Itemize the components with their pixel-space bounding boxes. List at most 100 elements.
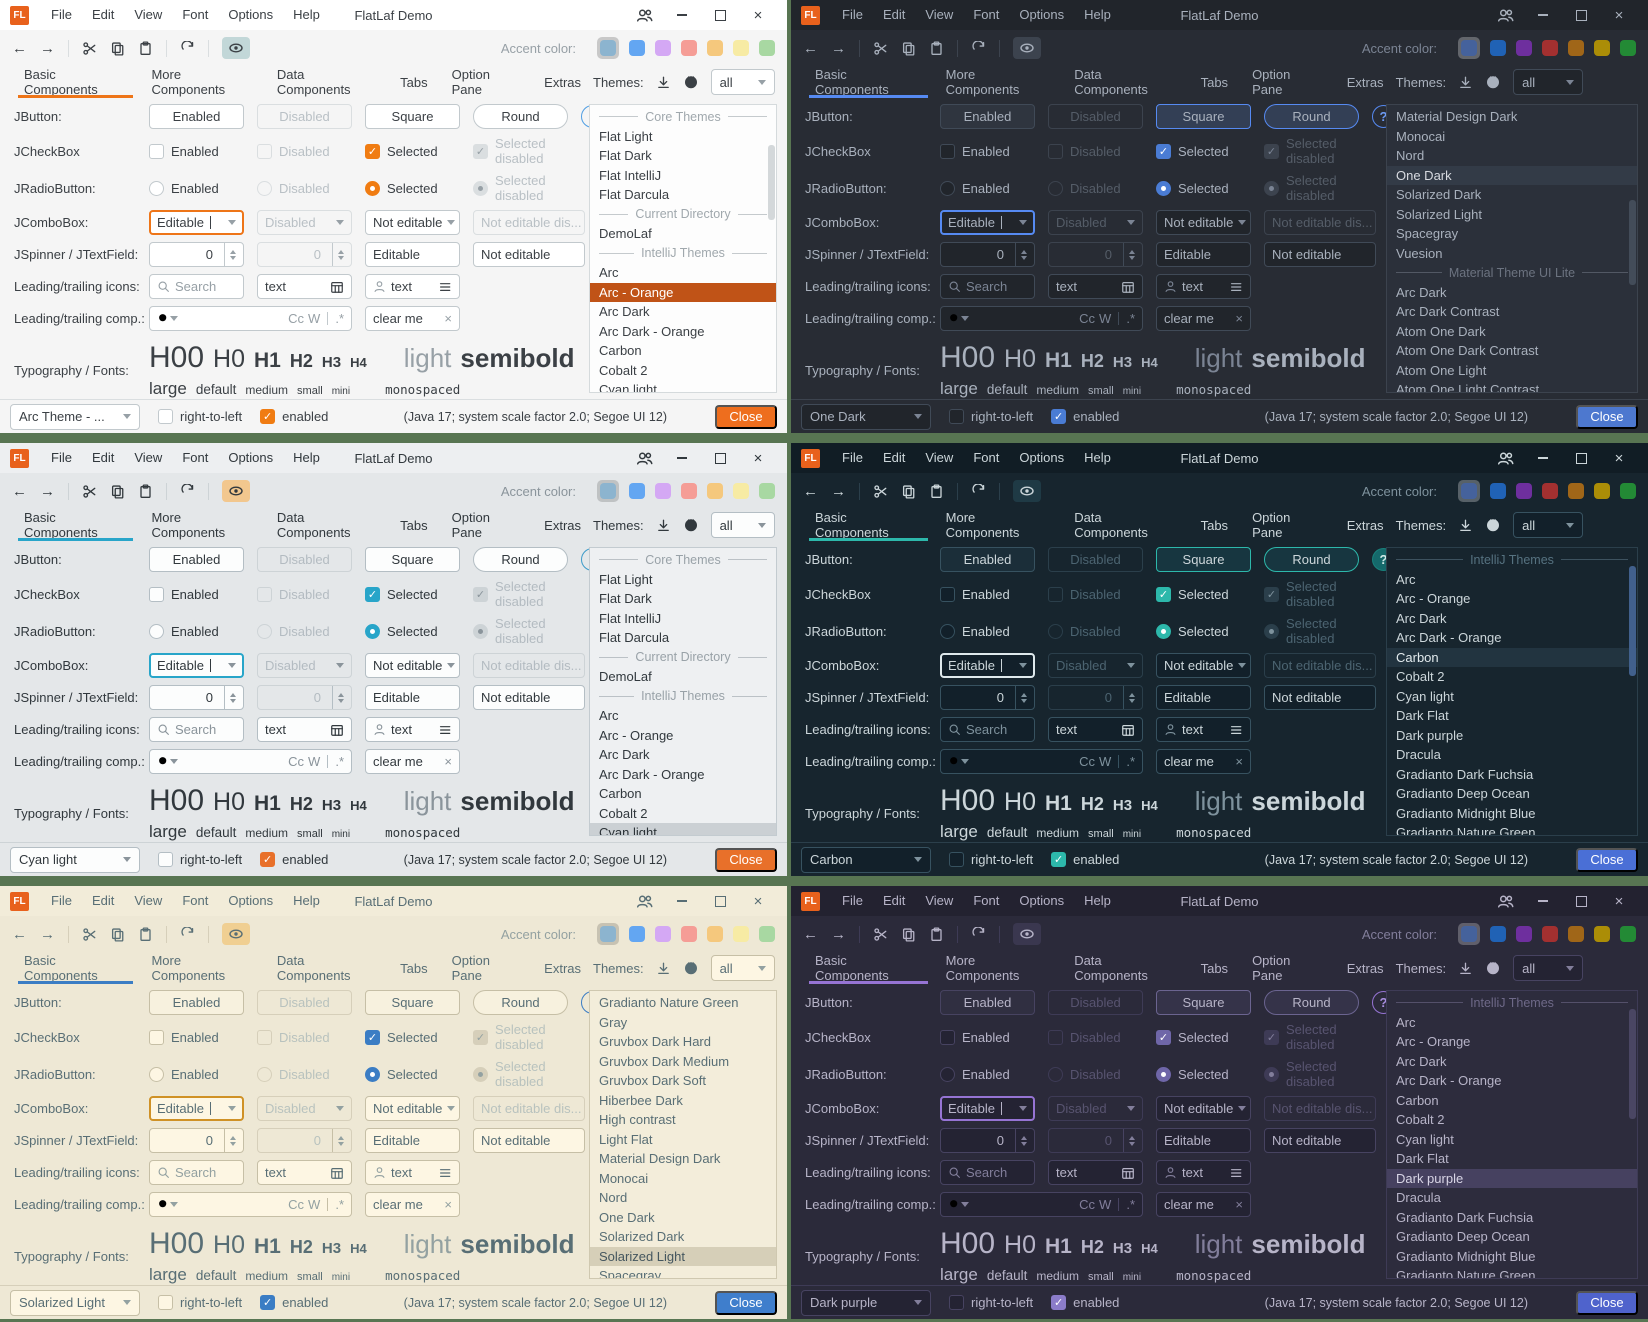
scrollbar-thumb[interactable] [1629,566,1636,676]
search-with-options-input[interactable]: Cc W .* [940,1192,1143,1217]
menu-font[interactable]: Font [973,450,1000,465]
theme-list-item[interactable]: Material Design Dark [599,1151,721,1166]
checkbox-enabled[interactable] [940,1029,955,1045]
menu-font[interactable]: Font [973,893,1000,908]
accent-swatch-3[interactable] [1516,926,1532,942]
download-themes-button[interactable] [1458,518,1473,533]
textfield-editable[interactable]: Editable [1156,242,1251,267]
theme-list-item[interactable]: Arc Dark Contrast [1396,304,1500,319]
accent-swatch-6[interactable] [733,926,749,942]
radio-enabled[interactable] [149,180,164,196]
copy-button[interactable] [110,927,125,942]
accent-swatch-6[interactable] [1594,483,1610,499]
theme-list-item[interactable]: One Dark [599,1209,655,1225]
theme-list-item[interactable]: Cobalt 2 [599,362,648,378]
accent-swatch-1[interactable] [600,483,616,499]
accent-swatch-1[interactable] [600,926,616,942]
cut-button[interactable] [82,41,97,56]
theme-list-item[interactable]: Hiberbee Dark [599,1092,683,1108]
menu-options[interactable]: Options [1019,7,1065,22]
minimize-button[interactable] [1524,886,1562,916]
theme-select-combo[interactable]: Carbon [801,846,931,873]
close-window-button[interactable]: × [739,443,777,473]
accent-swatch-3[interactable] [655,926,671,942]
tab-tabs[interactable]: Tabs [1200,74,1229,90]
enabled-checkbox[interactable]: ✓ enabled [1051,852,1119,867]
radio-selected[interactable] [365,623,380,639]
accent-swatch-1[interactable] [1461,483,1477,499]
clear-me-input[interactable]: clear me × [365,1192,460,1217]
theme-list-item[interactable]: Arc Dark - Orange [1396,630,1502,645]
theme-list-item[interactable]: Gradianto Nature Green [1396,825,1536,836]
minimize-button[interactable] [663,886,701,916]
right-to-left-checkbox[interactable]: right-to-left [949,409,1033,424]
text-field-person-list[interactable]: text [365,1160,460,1185]
maximize-button[interactable] [1562,886,1600,916]
menu-file[interactable]: File [842,893,863,908]
theme-list-item[interactable]: Gradianto Nature Green [599,995,739,1010]
combobox-editable[interactable]: Editable [149,210,244,235]
accent-swatch-1[interactable] [1461,926,1477,942]
theme-list-item[interactable]: Light Flat [599,1131,653,1147]
accent-swatch-7[interactable] [1620,926,1636,942]
theme-list-item[interactable]: Arc Dark [599,304,650,319]
tab-extras[interactable]: Extras [1346,960,1384,976]
cut-button[interactable] [873,927,888,942]
enabled-checkbox[interactable]: ✓ enabled [260,409,328,424]
accent-swatch-7[interactable] [759,926,775,942]
theme-list-item[interactable]: Solarized Dark [599,1229,685,1244]
back-button[interactable]: ← [803,39,818,57]
square-button[interactable]: Square [365,104,460,129]
menu-help[interactable]: Help [293,893,320,908]
theme-list-item[interactable]: Spacegray [599,1268,662,1279]
theme-list-item[interactable]: Carbon [1387,647,1637,667]
theme-list-item[interactable]: Flat IntelliJ [599,167,662,183]
menu-font[interactable]: Font [182,450,209,465]
menu-help[interactable]: Help [1084,7,1111,22]
refresh-button[interactable] [180,483,195,499]
github-button[interactable] [1485,960,1501,976]
forward-button[interactable]: → [40,39,55,57]
accent-swatch-5[interactable] [1568,483,1584,499]
combobox-not-editable[interactable]: Not editable [1156,1096,1251,1121]
match-case-toggle[interactable]: Cc [288,311,305,326]
radio-selected[interactable] [365,1066,380,1082]
accent-swatch-2[interactable] [629,40,645,56]
tab-data-components[interactable]: Data Components [276,953,351,983]
accent-swatch-5[interactable] [707,40,723,56]
spinner-arrows[interactable] [224,243,236,266]
theme-list-item[interactable]: Cyan light [590,823,776,835]
theme-list-item[interactable]: Flat IntelliJ [599,610,662,626]
accent-swatch-5[interactable] [1568,926,1584,942]
menu-options[interactable]: Options [228,450,274,465]
checkbox-selected[interactable]: ✓ [365,586,380,602]
clear-icon[interactable]: × [1235,1197,1243,1212]
refresh-button[interactable] [971,926,986,942]
theme-list-item[interactable]: Atom One Light Contrast [1396,382,1540,393]
theme-list-item[interactable]: Arc Dark [1396,1053,1447,1069]
round-button[interactable]: Round [1264,547,1359,572]
search-with-options-input[interactable]: Cc W .* [149,1192,352,1217]
github-button[interactable] [1485,517,1501,533]
download-themes-button[interactable] [1458,961,1473,976]
menu-edit[interactable]: Edit [91,893,115,908]
theme-list-item[interactable]: Arc - Orange [1396,591,1471,606]
radio-selected[interactable] [1156,1066,1171,1082]
maximize-button[interactable] [701,443,739,473]
theme-list-item[interactable]: Gruvbox Dark Hard [599,1034,711,1049]
theme-list-item[interactable]: Arc [599,708,619,723]
menu-view[interactable]: View [134,893,163,908]
enabled-checkbox[interactable]: ✓ enabled [260,852,328,867]
clear-me-input[interactable]: clear me × [365,749,460,774]
menu-options[interactable]: Options [228,7,274,22]
theme-list-item[interactable]: Arc Dark [599,747,650,762]
menu-view[interactable]: View [925,893,954,908]
theme-list-item[interactable]: Arc Dark [1396,284,1447,300]
spinner-enabled[interactable]: 0 [940,685,1035,710]
match-case-toggle[interactable]: Cc [1079,754,1096,769]
download-themes-button[interactable] [656,75,671,90]
tab-tabs[interactable]: Tabs [400,960,428,976]
accent-swatch-2[interactable] [629,483,645,499]
textfield-editable[interactable]: Editable [365,1128,460,1153]
text-field-calendar[interactable]: text [1048,274,1143,299]
